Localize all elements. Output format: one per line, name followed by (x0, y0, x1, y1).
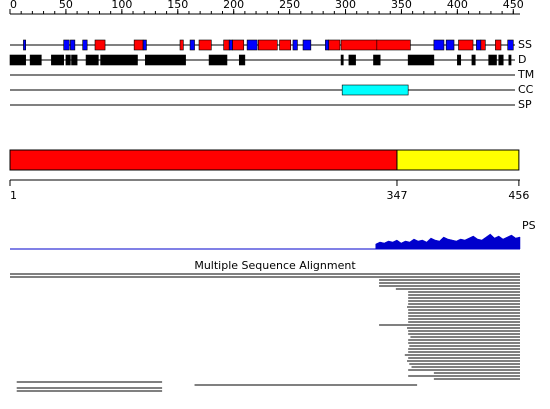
feature (65, 54, 71, 66)
feature (445, 39, 455, 51)
feature (407, 54, 435, 66)
ruler-label: 50 (59, 0, 73, 11)
feature (488, 54, 497, 66)
feature (498, 54, 504, 66)
ruler-label: 350 (391, 0, 412, 11)
feature (94, 39, 106, 51)
feature (341, 84, 409, 96)
feature (279, 39, 292, 51)
feature (257, 39, 278, 51)
feature (302, 39, 312, 51)
msa-title: Multiple Sequence Alignment (194, 259, 356, 272)
domain-tick-label: 456 (508, 189, 529, 202)
track-label: TM (517, 68, 534, 81)
ps-profile (375, 233, 521, 250)
feature (82, 39, 88, 51)
track-label: D (518, 53, 526, 66)
feature (29, 54, 42, 66)
ruler-label: 0 (10, 0, 17, 11)
feature (145, 54, 186, 66)
domain (9, 149, 398, 171)
feature (198, 39, 212, 51)
feature (228, 39, 233, 51)
feature (71, 54, 78, 66)
feature (348, 54, 356, 66)
feature (142, 39, 147, 51)
feature (508, 54, 512, 66)
feature (325, 39, 330, 51)
track-label: SS (518, 38, 532, 51)
feature (480, 39, 486, 51)
ruler-label: 450 (503, 0, 524, 11)
feature (85, 54, 99, 66)
feature (376, 39, 411, 51)
feature (70, 39, 76, 51)
feature (495, 39, 502, 51)
ruler-label: 250 (279, 0, 300, 11)
feature (23, 39, 26, 51)
ruler-label: 300 (335, 0, 356, 11)
feature (246, 39, 258, 51)
feature (223, 39, 230, 51)
ruler-label: 200 (223, 0, 244, 11)
feature (9, 54, 26, 66)
feature (328, 39, 341, 51)
feature (133, 39, 144, 51)
feature (471, 54, 476, 66)
feature (457, 54, 462, 66)
track-label: CC (518, 83, 534, 96)
feature (340, 54, 344, 66)
domain-tick-label: 1 (10, 189, 17, 202)
feature (458, 39, 474, 51)
feature (373, 54, 381, 66)
track-label: SP (518, 98, 532, 111)
ps-label: PS (522, 219, 536, 232)
feature (232, 39, 245, 51)
feature (340, 39, 378, 51)
feature (189, 39, 195, 51)
feature (292, 39, 298, 51)
feature (208, 54, 228, 66)
feature (433, 39, 445, 51)
feature (51, 54, 64, 66)
domain-tick-label: 347 (386, 189, 407, 202)
feature (476, 39, 482, 51)
feature (100, 54, 138, 66)
ruler-label: 150 (167, 0, 188, 11)
feature (507, 39, 514, 51)
domain (396, 149, 520, 171)
feature (238, 54, 246, 66)
ruler-label: 400 (447, 0, 468, 11)
feature (63, 39, 70, 51)
feature (179, 39, 184, 51)
ruler-label: 100 (111, 0, 132, 11)
